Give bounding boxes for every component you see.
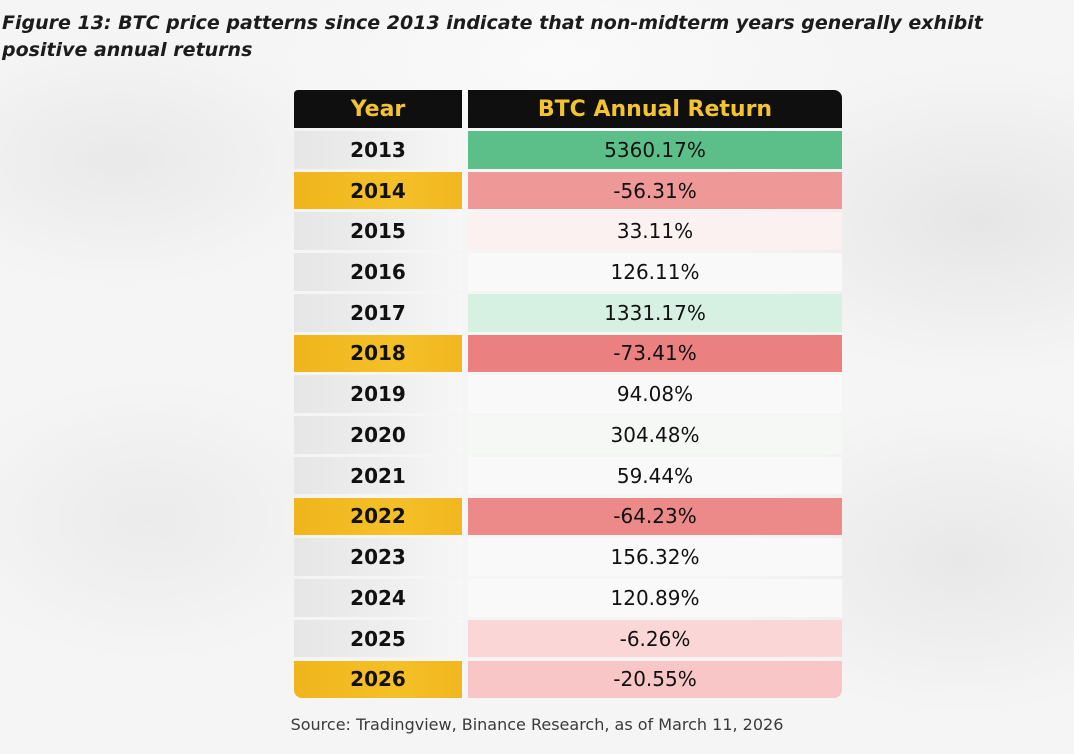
year-cell: 2021: [294, 456, 462, 495]
return-cell: 126.11%: [468, 253, 842, 291]
table-row: 2015 33.11%: [294, 212, 844, 251]
year-cell: 2017: [294, 293, 462, 332]
return-cell: -6.26%: [468, 619, 842, 658]
table-row: 2018 -73.41%: [294, 334, 844, 373]
table-row: 2013 5360.17%: [294, 131, 844, 169]
return-cell: 156.32%: [468, 538, 842, 576]
table-row: 2022 -64.23%: [294, 497, 844, 536]
btc-returns-table: Year BTC Annual Return 2013 5360.17% 2014-…: [294, 90, 844, 701]
year-cell: 2023: [294, 538, 462, 576]
return-cell: -20.55%: [468, 660, 842, 699]
return-cell: 120.89%: [468, 579, 842, 617]
year-cell: 2014: [294, 171, 462, 210]
table-row: 2025 -6.26%: [294, 619, 844, 658]
table-row: 2024 120.89%: [294, 579, 844, 617]
return-cell: 94.08%: [468, 375, 842, 413]
year-cell: 2024: [294, 579, 462, 617]
table-row: 2014 -56.31%: [294, 171, 844, 210]
header-year: Year: [294, 90, 462, 128]
table-row: 2017 1331.17%: [294, 293, 844, 332]
table-row: 2016 126.11%: [294, 253, 844, 291]
source-note: Source: Tradingview, Binance Research, a…: [290, 715, 784, 734]
year-cell: 2015: [294, 212, 462, 251]
year-cell: 2026: [294, 660, 462, 699]
table-header-row: Year BTC Annual Return: [294, 90, 844, 128]
year-cell: 2022: [294, 497, 462, 536]
figure-title: Figure 13: BTC price patterns since 2013…: [2, 12, 983, 61]
table-row: 2023 156.32%: [294, 538, 844, 576]
return-cell: 5360.17%: [468, 131, 842, 169]
return-cell: -73.41%: [468, 334, 842, 373]
table-row: 2019 94.08%: [294, 375, 844, 413]
return-cell: 33.11%: [468, 212, 842, 251]
table-row: 2021 59.44%: [294, 456, 844, 495]
return-cell: -56.31%: [468, 171, 842, 210]
table-row: 2026 -20.55%: [294, 660, 844, 699]
header-annual-return: BTC Annual Return: [468, 90, 842, 128]
year-cell: 2025: [294, 619, 462, 658]
table-row: 2020 304.48%: [294, 416, 844, 454]
year-cell: 2019: [294, 375, 462, 413]
year-cell: 2013: [294, 131, 462, 169]
year-cell: 2020: [294, 416, 462, 454]
year-cell: 2016: [294, 253, 462, 291]
return-cell: 304.48%: [468, 416, 842, 454]
return-cell: 1331.17%: [468, 293, 842, 332]
year-cell: 2018: [294, 334, 462, 373]
table-body: 2013 5360.17% 2014 -56.31% 2015 33.11% 2016 126…: [294, 131, 844, 699]
return-cell: 59.44%: [468, 456, 842, 495]
return-cell: -64.23%: [468, 497, 842, 536]
